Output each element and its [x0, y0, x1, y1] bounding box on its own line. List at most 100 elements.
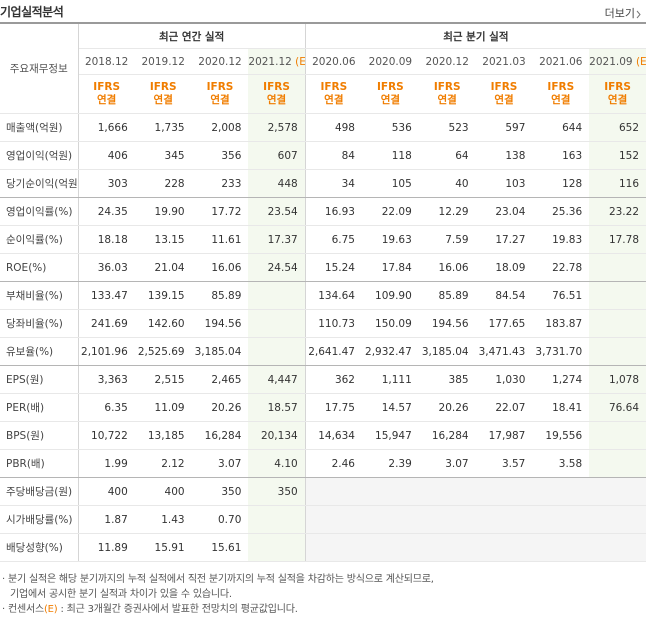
cell — [418, 533, 476, 562]
ifrs: IFRS — [149, 81, 177, 93]
cell: 17.78 — [589, 225, 646, 254]
basis-header: IFRS 연결 — [304, 74, 362, 114]
period: 2020.09 — [368, 55, 413, 68]
cell: 1,666 — [78, 113, 135, 142]
cell: 25.36 — [532, 197, 590, 226]
row-label: 배당성향(%) — [0, 533, 79, 562]
more-link[interactable]: 더보기 — [605, 5, 642, 21]
ifrs: IFRS — [206, 81, 234, 93]
more-text[interactable]: 더보기 — [604, 7, 635, 20]
cell: 2,008 — [191, 113, 249, 142]
cell: 233 — [191, 169, 249, 198]
cell: 36.03 — [78, 253, 135, 282]
cell: 18.09 — [475, 253, 533, 282]
cell: 2.39 — [361, 449, 419, 478]
cell: 4.10 — [248, 449, 306, 478]
data-row: 순이익률(%) 18.18 13.15 11.61 17.37 6.75 19.63 7.59… — [0, 225, 646, 254]
period: 2020.12 — [198, 55, 242, 68]
estimate-mark: (E) — [43, 604, 58, 615]
basis-header: IFRS 연결 — [361, 74, 419, 114]
cell: 1,274 — [532, 365, 590, 394]
data-row: PER(배) 6.35 11.09 20.26 18.57 17.75 14.57 20.26… — [0, 393, 646, 422]
cell — [589, 505, 646, 534]
corner-header: 주요재무정보 — [0, 22, 79, 114]
cell — [418, 477, 476, 506]
ifrs: IFRS — [490, 81, 518, 93]
cell — [475, 505, 533, 534]
cell: 362 — [304, 365, 362, 394]
period: 2020.12 — [425, 55, 469, 68]
cell: 536 — [361, 113, 419, 142]
cell: 152 — [589, 141, 646, 170]
data-row: EPS(원) 3,363 2,515 2,465 4,447 362 1,111 385 1,0… — [0, 365, 646, 394]
ifrs: IFRS — [433, 81, 461, 93]
cell: 400 — [134, 477, 192, 506]
row-label: BPS(원) — [0, 421, 79, 450]
row-label: 영업이익률(%) — [0, 197, 79, 226]
cell: 350 — [191, 477, 249, 506]
cell: 350 — [248, 477, 306, 506]
cell: 76.51 — [532, 281, 590, 310]
section-title: 기업실적분석 — [0, 5, 64, 19]
cell: 34 — [304, 169, 362, 198]
cell: 0.70 — [191, 505, 249, 534]
period-header: 2021.12 (E) — [248, 48, 306, 75]
data-row: 시가배당률(%) 1.87 1.43 0.70 — [0, 505, 646, 534]
row-label: 시가배당률(%) — [0, 505, 79, 534]
cell: 11.89 — [78, 533, 135, 562]
cell — [532, 477, 590, 506]
cell: 64 — [418, 141, 476, 170]
period: 2018.12 — [84, 55, 129, 68]
data-row: PBR(배) 1.99 2.12 3.07 4.10 2.46 2.39 3.07 3.57 3.… — [0, 449, 646, 478]
ifrs: IFRS — [263, 81, 290, 93]
group-header: 최근 연간 실적 — [78, 22, 306, 49]
cell: 23.22 — [589, 197, 646, 226]
basis: 연결 — [96, 94, 117, 106]
cell: 1,735 — [134, 113, 192, 142]
basis: 연결 — [210, 94, 230, 106]
cell — [589, 309, 646, 338]
header-row: 주요재무정보 최근 연간 실적 최근 분기 실적 — [0, 22, 646, 114]
row-label: 부채비율(%) — [0, 281, 79, 310]
header-row: 2018.12 2019.12 2020.12 2021.12 (E) 2020.06 2… — [0, 48, 646, 75]
basis-header: IFRS 연결 — [78, 74, 135, 114]
estimate-mark: (E) — [295, 55, 305, 68]
cell: 134.64 — [304, 281, 362, 310]
data-row: 주당배당금(원) 400 400 350 350 — [0, 477, 646, 506]
row-label: 당기순이익(억원) — [0, 169, 79, 198]
ifrs: IFRS — [93, 81, 121, 93]
cell: 23.04 — [475, 197, 533, 226]
period: 2021.03 — [482, 55, 526, 68]
basis: 연결 — [437, 94, 457, 106]
cell: 15.61 — [191, 533, 249, 562]
period-header: 2019.12 — [134, 48, 192, 75]
cell: 116 — [589, 169, 646, 198]
cell: 24.35 — [78, 197, 135, 226]
cell: 17.37 — [248, 225, 306, 254]
cell: 2,932.47 — [361, 337, 419, 366]
cell: 1,030 — [475, 365, 533, 394]
period-header: 2020.09 — [361, 48, 419, 75]
cell: 16,284 — [191, 421, 249, 450]
basis-header: IFRS 연결 — [589, 74, 646, 114]
cell: 16.06 — [418, 253, 476, 282]
cell — [589, 253, 646, 282]
basis-header: IFRS 연결 — [532, 74, 590, 114]
cell: 85.89 — [191, 281, 249, 310]
cell: 241.69 — [78, 309, 135, 338]
cell: 303 — [78, 169, 135, 198]
basis-header: IFRS 연결 — [248, 74, 306, 114]
cell: 17.72 — [191, 197, 249, 226]
cell: 1.43 — [134, 505, 192, 534]
estimate-mark: (E) — [635, 55, 646, 68]
row-label: 매출액(억원) — [0, 113, 79, 142]
cell: 183.87 — [532, 309, 590, 338]
row-label: 주당배당금(원) — [0, 477, 79, 506]
data-row: 유보율(%) 2,101.96 2,525.69 3,185.04 2,641.47 2,… — [0, 337, 646, 366]
row-label: 순이익률(%) — [0, 225, 79, 254]
basis: 연결 — [324, 94, 344, 106]
cell: 17.84 — [361, 253, 419, 282]
cell: 644 — [532, 113, 590, 142]
cell: 17,987 — [475, 421, 533, 450]
